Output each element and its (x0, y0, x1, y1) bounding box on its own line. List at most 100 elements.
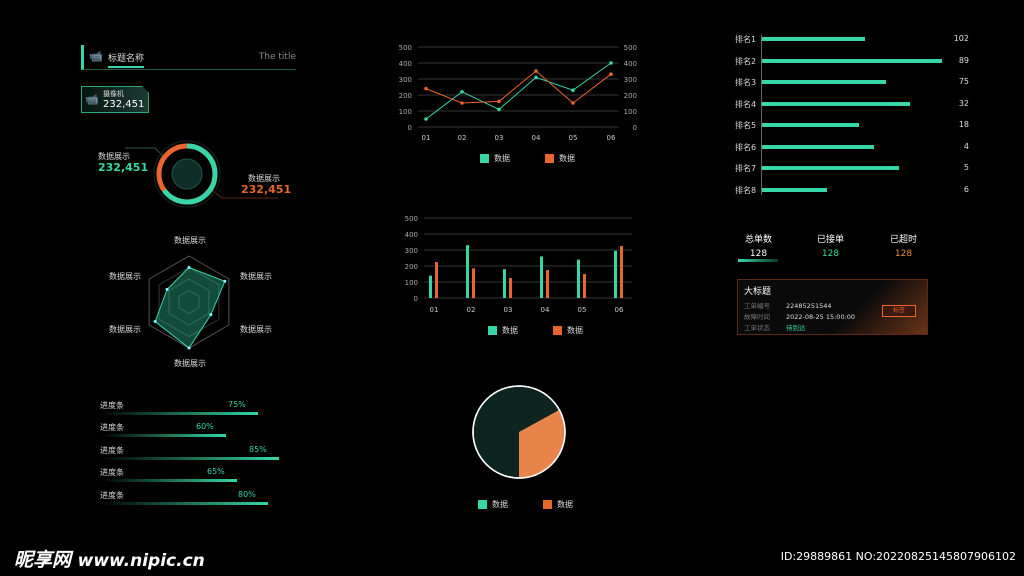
card-title: 大标题 (744, 287, 772, 297)
y-tick-label: 500 (405, 215, 418, 223)
ranking-row: 排名5 18 (735, 120, 975, 132)
line-point (609, 61, 613, 65)
x-tick-label: 04 (541, 306, 550, 314)
radar-label: 数据展示 (109, 325, 141, 334)
y-tick-label: 300 (405, 247, 418, 255)
card-row-key: 工单状态 (744, 324, 770, 332)
radar-point (209, 313, 213, 317)
line-point (460, 90, 464, 94)
stat-item: 已接单 128 (817, 232, 844, 259)
progress-value: 85% (249, 445, 267, 454)
pie-chart (472, 385, 566, 479)
bar (466, 245, 469, 298)
panel-subtitle: The title (258, 52, 296, 62)
progress-bar (100, 502, 268, 505)
line-point (571, 101, 575, 105)
y-tick-label: 300 (399, 76, 412, 84)
ranking-label: 排名5 (735, 121, 757, 130)
y2-tick-label: 400 (624, 60, 637, 68)
progress-value: 60% (196, 422, 214, 431)
y-tick-label: 100 (399, 108, 412, 116)
tag-button[interactable]: 标签 (882, 305, 916, 317)
progress-value: 65% (207, 467, 225, 476)
radar-grid (158, 266, 220, 338)
x-tick-label: 04 (532, 134, 541, 142)
card-row-key: 故障时间 (744, 313, 770, 321)
line-point (460, 101, 464, 105)
line-point (497, 107, 501, 112)
stat-label: 已接单 (817, 235, 845, 245)
y-tick-label: 400 (399, 60, 412, 68)
ranking-bar (762, 101, 910, 106)
donut-left-value: 232,451 (98, 161, 149, 174)
line-point (534, 69, 538, 73)
radar-point (223, 279, 227, 283)
donut-outer-ring (153, 140, 221, 208)
ranking-label: 排名7 (735, 164, 757, 173)
ranking-value: 89 (958, 55, 969, 65)
y2-tick-label: 300 (624, 76, 637, 84)
x-tick-label: 03 (495, 134, 504, 142)
card-row-value: 待到达 (786, 324, 806, 332)
ranking-label: 排名1 (735, 35, 757, 44)
bar (614, 250, 617, 298)
progress-label: 进度条 (100, 446, 124, 455)
ranking-row: 排名6 4 (735, 142, 975, 154)
card-row-value: 2022-08-25 15:00:00 (786, 313, 856, 321)
progress-row: 进度条 60% (100, 422, 290, 442)
radar-point (187, 266, 191, 269)
panel-title: 标题名称 (108, 51, 145, 68)
card-row: 故障时间 2022-08-25 15:00:00 (744, 311, 855, 321)
ranking-axis (761, 35, 762, 195)
stat-value: 128 (821, 249, 840, 259)
donut-right-label: 数据展示 (248, 174, 280, 183)
donut-teal-arc (156, 143, 218, 205)
progress-label: 进度条 (100, 423, 124, 432)
ranking-row: 排名3 75 (735, 77, 975, 89)
watermark-logo: 昵享网 www.nipic.cn (14, 549, 205, 571)
card-row: 工单编号 22485251544 (744, 300, 832, 310)
radar-area (154, 266, 226, 349)
y-tick-label: 200 (405, 263, 418, 271)
progress-bar (100, 412, 258, 415)
bar (540, 256, 543, 298)
card-row-key: 工单编号 (744, 302, 770, 310)
ranking-label: 排名6 (735, 142, 757, 152)
ranking-bar (762, 187, 827, 192)
stat-value: 128 (894, 249, 913, 259)
bar (620, 246, 623, 298)
stat-item: 总单数 128 (745, 232, 772, 259)
bar-legend: 数据 数据 (488, 325, 583, 336)
donut-leader-right (211, 189, 278, 199)
ranking-value: 18 (958, 120, 969, 129)
donut-leader-left (125, 147, 166, 159)
ranking-value: 5 (963, 163, 969, 172)
donut-left-label: 数据展示 (98, 152, 130, 161)
progress-row: 进度条 75% (100, 400, 290, 420)
donut-center (171, 158, 203, 190)
bar (435, 262, 438, 298)
radar-chart (148, 255, 230, 350)
ranking-bar (762, 123, 859, 127)
card-row: 工单状态 待到达 (744, 322, 806, 332)
radar-label: 数据展示 (174, 236, 206, 245)
y2-tick-label: 0 (633, 124, 637, 132)
progress-label: 进度条 (100, 491, 124, 500)
ranking-bar (762, 37, 865, 41)
y-tick-label: 0 (414, 295, 418, 303)
line-point (424, 117, 428, 121)
x-tick-label: 06 (607, 134, 616, 142)
stat-value: 128 (749, 249, 768, 259)
bar (503, 269, 506, 298)
bar (509, 278, 512, 298)
ranking-value: 4 (963, 141, 969, 151)
stat-label: 已超时 (890, 235, 918, 245)
panel-title-bar: 📹 标题名称 The title (81, 45, 296, 70)
radar-grid (168, 278, 210, 326)
y-tick-label: 0 (408, 124, 412, 132)
radar-label: 数据展示 (240, 325, 272, 334)
y-tick-label: 100 (405, 279, 418, 287)
camera-icon: 📹 (89, 50, 103, 63)
camera-card: 📹 摄像机 232,451 (81, 86, 149, 113)
ranking-row: 排名2 89 (735, 56, 975, 68)
